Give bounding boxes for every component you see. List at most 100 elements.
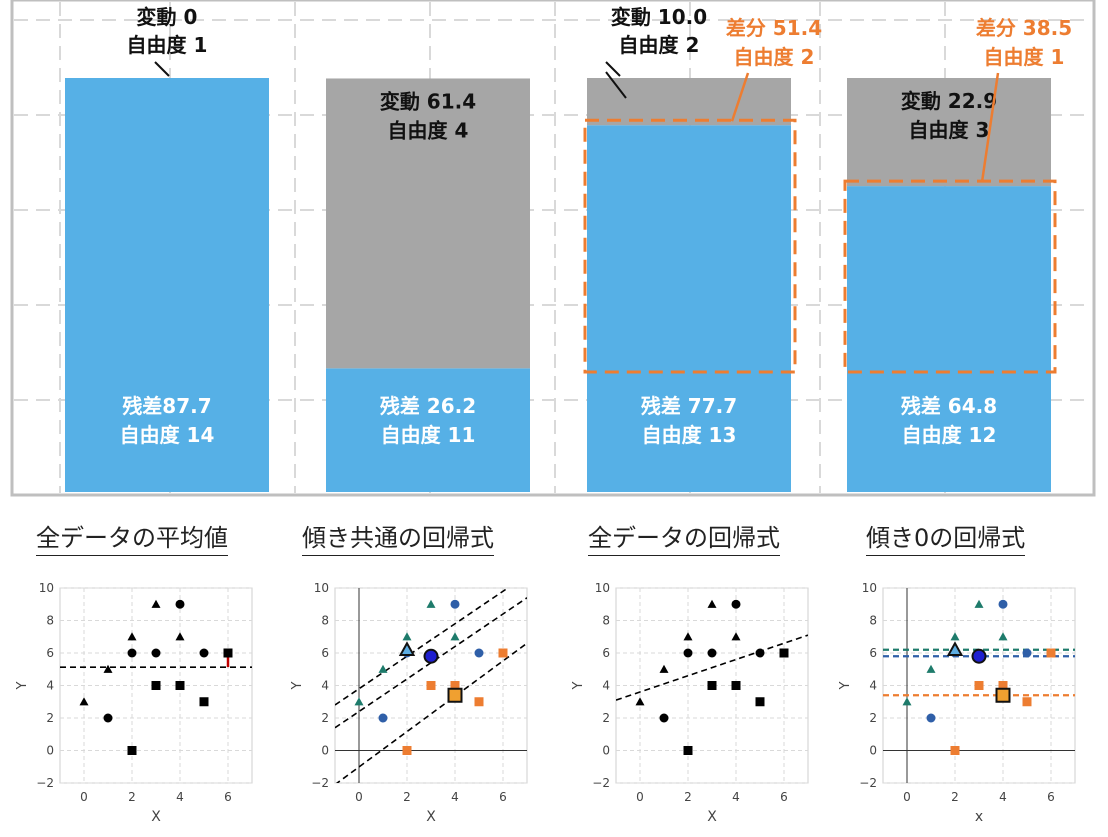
- data-point: [151, 648, 161, 658]
- variation-df-label: 自由度 1: [127, 33, 208, 57]
- data-point: [103, 664, 113, 673]
- y-tick-label: 0: [602, 744, 610, 758]
- x-tick-label: 4: [176, 790, 184, 804]
- x-axis-label: X: [426, 809, 436, 825]
- y-tick-label: 6: [602, 646, 610, 660]
- difference-box: [843, 179, 1057, 374]
- y-axis-label: Y: [571, 681, 586, 690]
- data-point: [151, 681, 161, 690]
- data-point: [450, 632, 460, 641]
- data-point: [950, 632, 960, 641]
- residual-bar: [847, 186, 1051, 493]
- residual-df-label: 自由度 12: [902, 423, 997, 447]
- x-tick-label: 2: [128, 790, 136, 804]
- x-tick-label: 4: [999, 790, 1007, 804]
- data-point: [1046, 648, 1056, 658]
- y-axis-label: Y: [15, 681, 30, 690]
- difference-df-label: 自由度 1: [984, 45, 1065, 69]
- residual-label: 残差87.7: [122, 394, 211, 418]
- residual-label: 残差 26.2: [380, 394, 476, 418]
- data-point: [974, 681, 984, 690]
- difference-label: 差分 51.4: [726, 16, 822, 40]
- regression-line: [616, 634, 808, 701]
- data-point: [402, 746, 412, 755]
- leader-line: [605, 61, 621, 77]
- plot-content: [335, 588, 527, 783]
- variation-bar: [847, 78, 1051, 187]
- data-point: [79, 697, 89, 706]
- scatter-common-slope: −2 0 2 4 6 8 10 0 2 4 6 X Y: [290, 581, 528, 825]
- data-point: [659, 713, 669, 723]
- data-point: [683, 632, 693, 641]
- data-point: [731, 681, 741, 690]
- variation-bar: [587, 78, 791, 126]
- data-point: [103, 713, 113, 723]
- y-tick-label: 0: [321, 744, 329, 758]
- x-tick-label: 6: [499, 790, 507, 804]
- y-tick-label: 10: [595, 581, 610, 595]
- data-point: [223, 648, 233, 658]
- y-tick-label: 10: [314, 581, 329, 595]
- variation-df-label: 自由度 3: [909, 118, 990, 142]
- x-tick-label: 6: [224, 790, 232, 804]
- y-tick-label: 10: [39, 581, 54, 595]
- data-point: [683, 648, 693, 658]
- data-point: [450, 681, 460, 690]
- leader-line: [605, 71, 627, 99]
- data-point: [659, 664, 669, 673]
- data-point: [402, 632, 412, 641]
- data-point: [707, 648, 717, 658]
- variation-label: 変動 61.4: [380, 89, 476, 113]
- data-point: [731, 632, 741, 641]
- data-point: [450, 599, 460, 609]
- y-tick-label: 8: [602, 614, 610, 628]
- data-point: [426, 599, 436, 608]
- x-tick-label: 0: [636, 790, 644, 804]
- y-tick-label: 4: [46, 679, 54, 693]
- caption-all-data-regression: 全データの回帰式: [588, 518, 780, 556]
- data-point: [707, 681, 717, 690]
- difference-label: 差分 38.5: [976, 16, 1072, 40]
- y-tick-label: 0: [869, 744, 877, 758]
- caption-common-slope: 傾き共通の回帰式: [302, 518, 494, 556]
- data-point: [498, 648, 508, 658]
- data-point: [199, 648, 209, 658]
- caption-overall-mean: 全データの平均値: [36, 518, 228, 556]
- y-tick-label: 2: [602, 711, 610, 725]
- data-point: [779, 648, 789, 658]
- data-point: [474, 697, 484, 707]
- residual-bar: [326, 368, 530, 492]
- y-tick-label: 8: [46, 614, 54, 628]
- variation-df-label: 自由度 2: [619, 33, 700, 57]
- data-point: [731, 599, 741, 609]
- y-tick-label: −2: [36, 776, 54, 790]
- scatter-all-data-regression: −2 0 2 4 6 8 10 0 2 4 6 X Y: [571, 581, 809, 825]
- difference-box: [583, 118, 797, 374]
- y-tick-label: −2: [311, 776, 329, 790]
- data-point: [755, 648, 765, 658]
- data-point: [1022, 697, 1032, 707]
- data-point: [127, 648, 137, 658]
- group-mean-marker: [971, 648, 987, 664]
- x-tick-label: 2: [684, 790, 692, 804]
- plot-content: [60, 599, 252, 755]
- x-axis-label: x: [975, 809, 983, 825]
- data-point: [707, 599, 717, 608]
- y-axis-label: Y: [290, 681, 305, 690]
- difference-df-label: 自由度 2: [734, 45, 815, 69]
- variation-label: 変動 10.0: [611, 5, 707, 29]
- plot-content: [616, 599, 808, 755]
- data-point: [127, 746, 137, 755]
- regression-line: [335, 588, 510, 706]
- data-point: [127, 632, 137, 641]
- group-mean-marker: [398, 641, 416, 656]
- difference-leader: [980, 72, 1000, 183]
- residual-label: 残差 77.7: [641, 394, 737, 418]
- y-tick-label: 8: [321, 614, 329, 628]
- x-tick-label: 6: [1047, 790, 1055, 804]
- scatter-zero-slope: −2 0 2 4 6 8 10 0 2 4 6 x Y: [838, 581, 1076, 825]
- residual-label: 残差 64.8: [901, 394, 997, 418]
- residual-bar: [587, 125, 791, 492]
- data-point: [175, 681, 185, 690]
- variation-df-label: 自由度 4: [388, 118, 469, 142]
